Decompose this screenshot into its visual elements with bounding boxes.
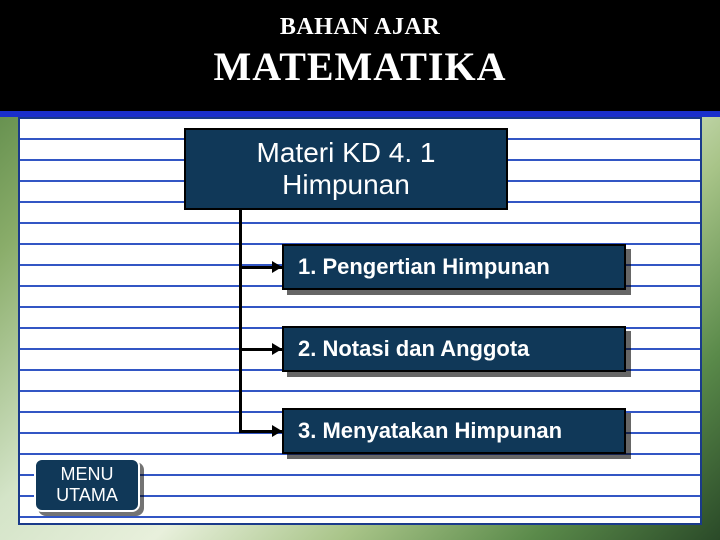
item-notasi-dan-anggota[interactable]: 2. Notasi dan Anggota [282, 326, 626, 372]
header-subtitle: BAHAN AJAR [0, 0, 720, 41]
topic-line2: Himpunan [186, 169, 506, 201]
item-pengertian-himpunan[interactable]: 1. Pengertian Himpunan [282, 244, 626, 290]
item-label: 3. Menyatakan Himpunan [298, 418, 562, 444]
topic-line1: Materi KD 4. 1 [186, 137, 506, 169]
connector-vertical [239, 210, 242, 431]
item-menyatakan-himpunan[interactable]: 3. Menyatakan Himpunan [282, 408, 626, 454]
arrow-icon [272, 343, 282, 355]
item-label: 1. Pengertian Himpunan [298, 254, 550, 280]
menu-utama-button[interactable]: MENU UTAMA [34, 458, 140, 512]
header-title: MATEMATIKA [0, 43, 720, 90]
topic-box: Materi KD 4. 1 Himpunan [184, 128, 508, 210]
item-label: 2. Notasi dan Anggota [298, 336, 529, 362]
arrow-icon [272, 261, 282, 273]
menu-line2: UTAMA [36, 485, 138, 506]
header-bar: BAHAN AJAR MATEMATIKA [0, 0, 720, 117]
menu-line1: MENU [36, 464, 138, 485]
arrow-icon [272, 425, 282, 437]
slide: BAHAN AJAR MATEMATIKA Materi KD 4. 1 Him… [0, 0, 720, 540]
